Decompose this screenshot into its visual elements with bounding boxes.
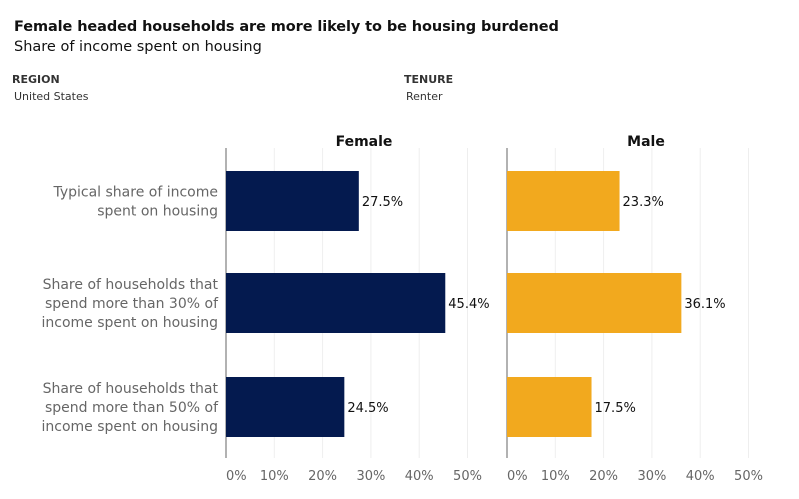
chart-subtitle: Share of income spent on housing <box>14 39 262 55</box>
data-label: 36.1% <box>684 297 725 312</box>
data-label: 45.4% <box>448 297 489 312</box>
category-label: income spent on housing <box>42 315 218 331</box>
category-label: Share of households that <box>43 277 219 293</box>
bar-male <box>507 377 592 437</box>
region-filter-value[interactable]: United States <box>14 90 89 103</box>
data-label: 17.5% <box>595 401 636 416</box>
x-tick-label: 30% <box>356 469 385 484</box>
category-label: spend more than 50% of <box>45 400 219 416</box>
x-tick-label: 30% <box>637 469 666 484</box>
x-tick-label: 20% <box>589 469 618 484</box>
bar-female <box>226 171 359 231</box>
panel-title-male: Male <box>627 134 665 150</box>
panel-title-female: Female <box>336 134 393 150</box>
bar-male <box>507 171 620 231</box>
bar-female <box>226 273 446 333</box>
category-label: spent on housing <box>97 204 218 220</box>
x-tick-label: 10% <box>260 469 289 484</box>
x-tick-label: 40% <box>686 469 715 484</box>
x-tick-label: 50% <box>453 469 482 484</box>
x-tick-label: 0% <box>226 469 247 484</box>
category-label: Typical share of income <box>52 185 218 201</box>
x-tick-label: 50% <box>734 469 763 484</box>
category-label: spend more than 30% of <box>45 296 219 312</box>
tenure-filter-label: TENURE <box>404 73 454 86</box>
region-filter-label: REGION <box>12 73 60 86</box>
category-label: income spent on housing <box>42 419 218 435</box>
x-tick-label: 10% <box>541 469 570 484</box>
chart-title: Female headed households are more likely… <box>14 19 559 35</box>
tenure-filter-value[interactable]: Renter <box>406 90 443 103</box>
bar-female <box>226 377 345 437</box>
data-label: 24.5% <box>347 401 388 416</box>
category-label: Share of households that <box>43 381 219 397</box>
data-label: 23.3% <box>623 195 664 210</box>
x-tick-label: 40% <box>405 469 434 484</box>
bar-male <box>507 273 682 333</box>
x-tick-label: 0% <box>507 469 528 484</box>
x-tick-label: 20% <box>308 469 337 484</box>
data-label: 27.5% <box>362 195 403 210</box>
